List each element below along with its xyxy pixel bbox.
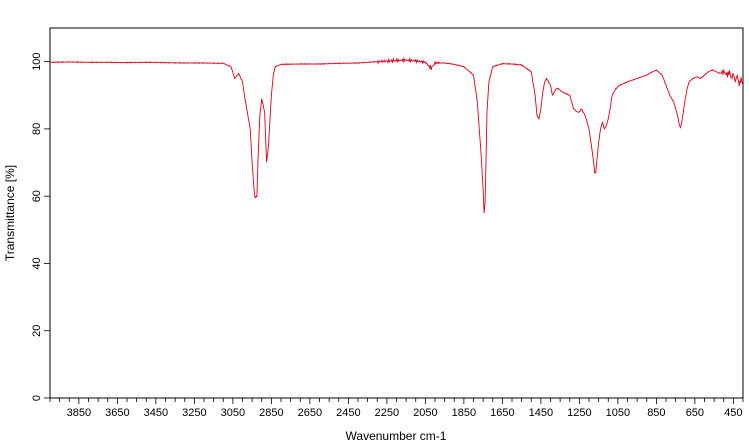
x-tick-label: 3850 — [67, 407, 91, 419]
x-tick-label: 650 — [686, 407, 704, 419]
x-tick-label: 2450 — [336, 407, 360, 419]
x-axis-label: Wavenumber cm-1 — [346, 429, 447, 443]
x-tick-label: 1850 — [452, 407, 476, 419]
transmittance-series-line — [49, 56, 744, 214]
plot-frame — [49, 27, 744, 399]
x-tick-label: 1450 — [529, 407, 553, 419]
y-tick-label: 100 — [31, 52, 43, 70]
y-tick-label: 0 — [31, 395, 43, 401]
y-tick-label: 60 — [31, 190, 43, 202]
x-tick-label: 2850 — [259, 407, 283, 419]
y-axis-ticks: 0 20 40 60 80 100 — [31, 52, 50, 401]
x-tick-label: 3450 — [144, 407, 168, 419]
x-tick-label: 3250 — [182, 407, 206, 419]
x-tick-label: 450 — [724, 407, 742, 419]
x-tick-label: 850 — [647, 407, 665, 419]
y-tick-label: 80 — [31, 123, 43, 135]
x-tick-label: 3050 — [221, 407, 245, 419]
y-tick-label: 40 — [31, 257, 43, 269]
x-tick-label: 2050 — [413, 407, 437, 419]
y-axis-label: Transmittance [%] — [3, 165, 17, 261]
y-tick-label: 20 — [31, 325, 43, 337]
x-tick-label: 1650 — [490, 407, 514, 419]
x-tick-label: 2650 — [298, 407, 322, 419]
x-tick-label: 1250 — [567, 407, 591, 419]
x-tick-label: 3650 — [105, 407, 129, 419]
x-tick-label: 2250 — [375, 407, 399, 419]
x-tick-label: 1050 — [606, 407, 630, 419]
x-axis-ticks: 3850 3650 3450 3250 3050 2850 2650 2450 2250 2050… — [49, 398, 744, 419]
